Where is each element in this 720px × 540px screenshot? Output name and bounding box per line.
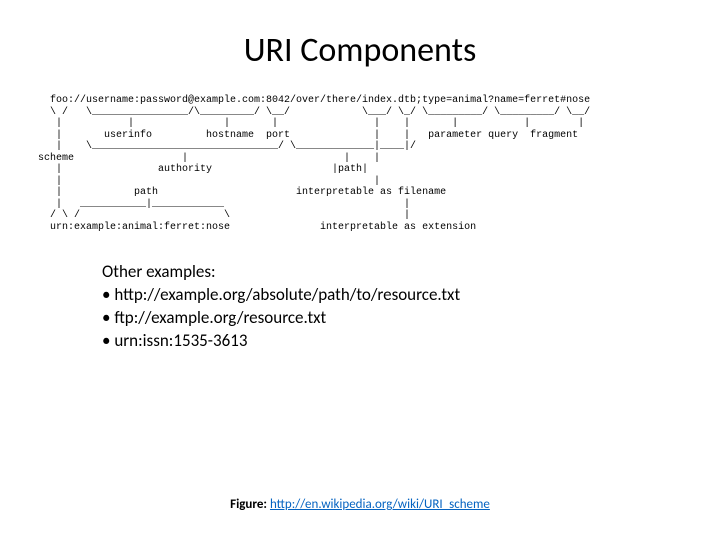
figure-label: Figure:: [230, 497, 267, 512]
example-item: • http://example.org/absolute/path/to/re…: [102, 284, 690, 307]
bullet-icon: •: [102, 330, 110, 351]
uri-ascii-diagram: foo://username:password@example.com:8042…: [38, 95, 690, 233]
bullet-icon: •: [102, 284, 110, 305]
slide-container: URI Components foo://username:password@e…: [0, 0, 720, 540]
examples-heading: Other examples:: [102, 261, 690, 284]
figure-link[interactable]: http://en.wikipedia.org/wiki/URI_scheme: [270, 497, 490, 512]
example-text: urn:issn:1535-3613: [114, 330, 247, 351]
example-text: http://example.org/absolute/path/to/reso…: [114, 284, 460, 305]
example-text: ftp://example.org/resource.txt: [114, 307, 326, 328]
example-item: • urn:issn:1535-3613: [102, 330, 690, 353]
page-title: URI Components: [30, 30, 690, 71]
examples-block: Other examples: • http://example.org/abs…: [102, 261, 690, 353]
example-item: • ftp://example.org/resource.txt: [102, 307, 690, 330]
figure-caption: Figure: http://en.wikipedia.org/wiki/URI…: [0, 497, 720, 512]
bullet-icon: •: [102, 307, 110, 328]
